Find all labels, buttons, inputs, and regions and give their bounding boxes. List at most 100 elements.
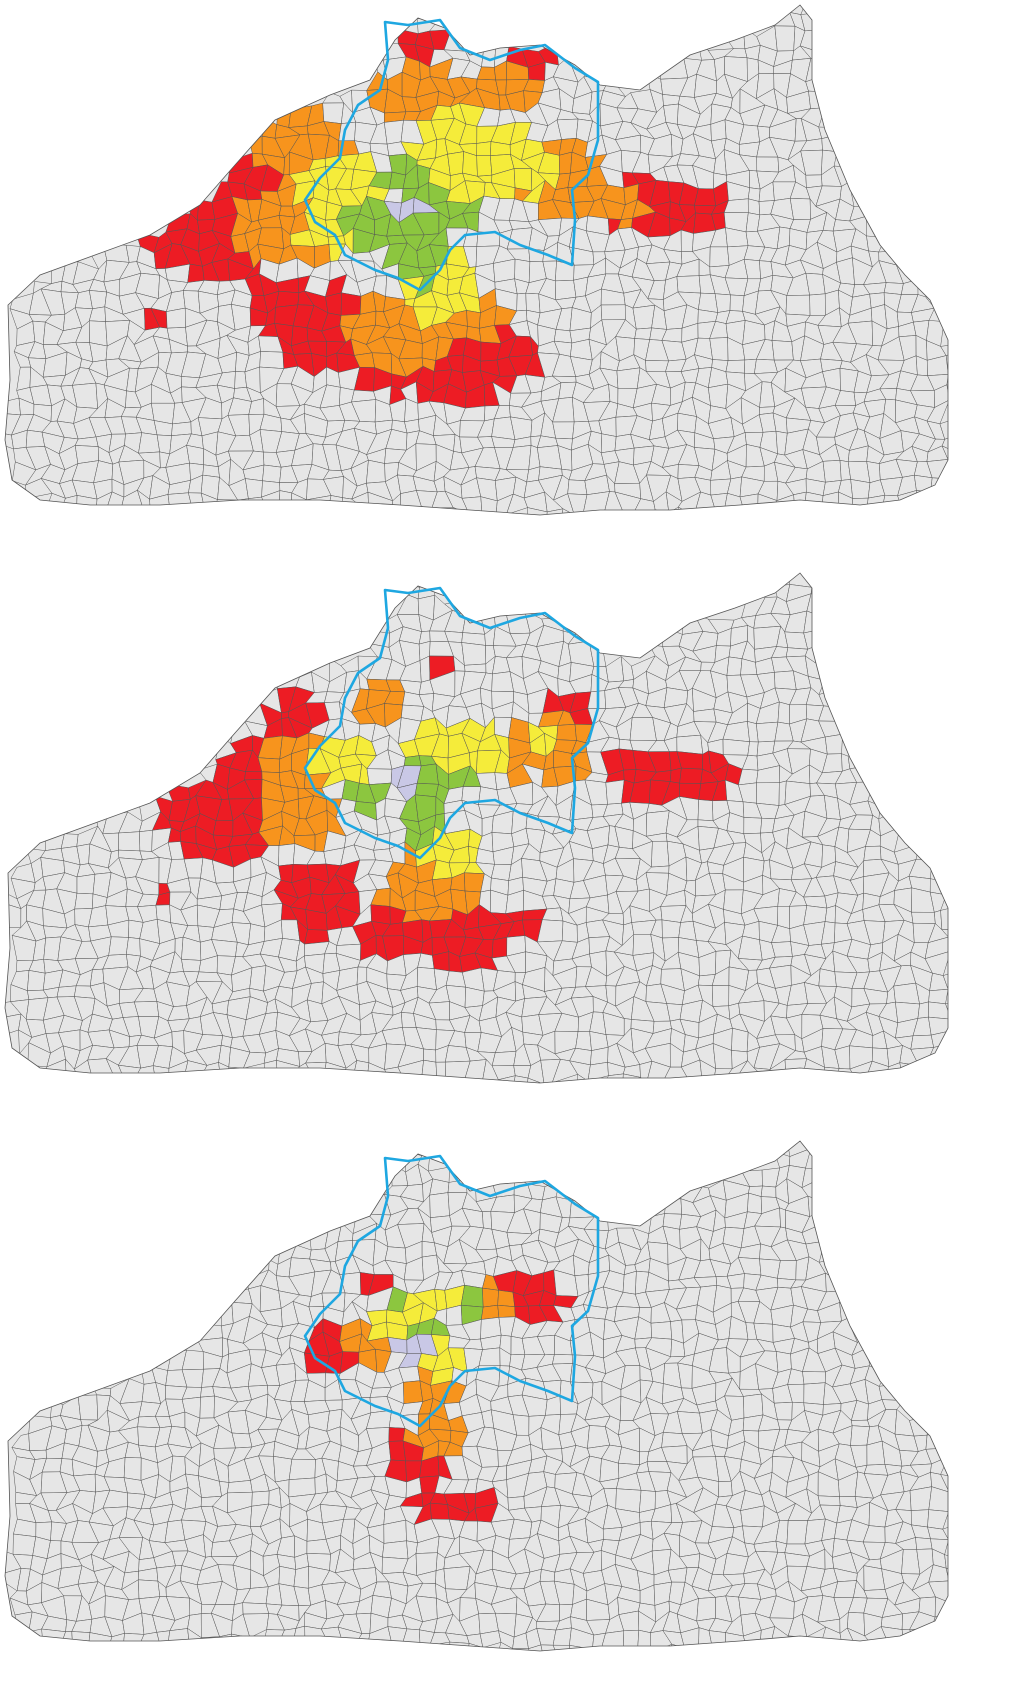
municipality-cell [676,734,704,755]
municipality-cell [787,1635,808,1651]
municipality-cell [731,1027,749,1053]
municipality-inner-ring [460,1284,484,1308]
municipality-cell [726,656,743,676]
municipality-cell [709,246,730,268]
municipality-cell [928,988,948,1005]
municipality-cell [278,490,292,511]
municipality-cell [251,1490,270,1507]
region-outline [4,1140,949,1652]
municipality-cell [939,415,948,440]
municipality-fringe [187,263,205,283]
municipality-cell [944,1554,948,1572]
map-panel-2 [0,568,1018,1128]
municipality-cell [419,655,431,683]
municipality-cell [366,768,393,785]
municipality-cell [940,904,948,930]
municipality-cell [941,929,948,943]
municipality-cell [516,292,527,312]
municipality-cell [199,1395,215,1419]
municipality-cell [171,421,192,436]
municipality-cell [262,464,282,483]
municipality-cell [322,102,344,124]
municipality-cell [545,508,564,515]
municipality-outer-ring [257,757,281,773]
municipality-cell [824,905,836,924]
municipality-cell [461,496,483,515]
municipality-cell [481,43,496,68]
municipality-cell [384,120,404,145]
municipality-cell [708,383,729,409]
municipality-cell [108,936,129,956]
municipality-middle-ring [476,155,493,177]
municipality-cell [866,1440,886,1466]
municipality-cell [940,1474,948,1497]
municipality-cell [288,1477,316,1498]
municipality-cell [774,670,797,690]
municipality-cell [851,497,869,515]
municipality-outer-ring [403,1380,424,1404]
municipality-cell [443,1566,471,1590]
municipality-cell [383,1519,407,1544]
municipality-cell [899,1062,920,1083]
municipality-cell [805,174,823,189]
municipality-cell [74,892,94,910]
municipality-cell [747,198,761,216]
municipality-cell [263,1059,279,1083]
municipality-cell [668,1643,685,1651]
municipality-cell [118,831,141,852]
municipality-cell [863,845,882,861]
municipality-cell [234,371,247,389]
municipality-cell [803,1382,826,1405]
municipality-cell [228,1288,253,1304]
municipality-cell [382,1540,409,1560]
municipality-cell [600,433,617,454]
municipality-fringe [340,292,362,316]
municipality-cell [863,1589,889,1599]
municipality-cell [623,1629,640,1651]
municipality-cell [708,1630,726,1649]
municipality-cell [242,1602,270,1615]
municipality-cell [305,1061,327,1081]
municipality-cell [245,478,263,499]
municipality-inner-ring [414,782,439,798]
municipality-cell [850,479,871,499]
municipality-cell [927,1526,948,1540]
municipality-cell [5,397,21,416]
municipality-cell [928,1580,948,1604]
municipality-cell [928,1564,948,1583]
municipality-outer-ring [249,135,263,155]
municipality-cell [575,1031,592,1051]
municipality-cell [41,1628,66,1651]
municipality-cell [445,1304,463,1326]
municipality-inner-ring [403,755,422,767]
municipality-cell [737,935,763,961]
municipality-cell [756,156,780,173]
municipality-fringe [370,904,391,925]
municipality-cell [808,90,826,109]
municipality-cell [697,799,714,822]
municipality-cell [637,1629,651,1651]
municipality-cell [714,293,731,313]
municipality-cell [27,970,46,991]
municipality-cell [941,430,948,455]
municipality-cell [667,1567,688,1583]
municipality-cell [236,498,249,515]
municipality-cell [914,474,933,492]
municipality-cell [718,1481,733,1498]
municipality-cell [807,1195,827,1217]
municipality-cell [805,272,826,296]
municipality-cell [482,1211,493,1230]
municipality-cell [645,360,669,372]
municipality-cell [945,1000,948,1020]
municipality-cell [181,959,202,973]
municipality-cell [622,1270,637,1295]
municipality-cell [552,1644,572,1651]
municipality-cell [926,445,948,462]
municipality-cell [883,282,904,295]
municipality-cell [693,708,717,723]
municipality-cell [537,445,563,470]
municipality-cell [478,1612,499,1635]
municipality-cell [553,329,573,344]
municipality-cell [186,444,204,466]
municipality-cell [139,830,153,852]
